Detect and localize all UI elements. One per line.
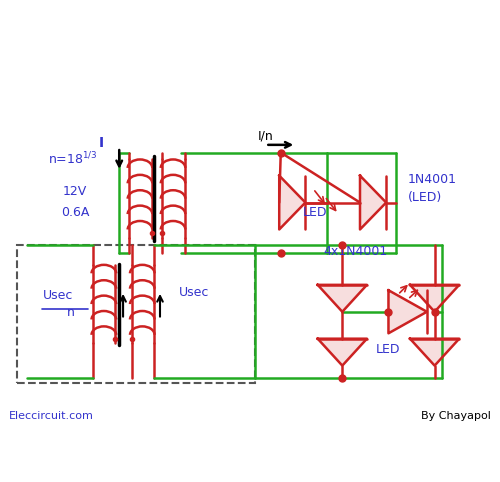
Polygon shape	[410, 339, 459, 366]
Text: n: n	[67, 307, 74, 320]
Text: Usec: Usec	[42, 289, 73, 302]
Text: (LED): (LED)	[408, 191, 442, 204]
Polygon shape	[318, 339, 367, 366]
Text: I: I	[99, 136, 104, 150]
Text: LED: LED	[303, 206, 328, 219]
Polygon shape	[318, 285, 367, 312]
Text: n=18$^{1/3}$: n=18$^{1/3}$	[48, 150, 98, 167]
Polygon shape	[410, 285, 459, 312]
Text: LED: LED	[376, 343, 400, 356]
Text: 12V: 12V	[63, 185, 88, 198]
Polygon shape	[388, 290, 427, 334]
Text: By Chayapol: By Chayapol	[421, 412, 491, 421]
Text: Usec: Usec	[178, 286, 209, 299]
Text: 0.6A: 0.6A	[62, 206, 90, 219]
Polygon shape	[360, 175, 386, 229]
Text: I/n: I/n	[258, 130, 274, 143]
Text: 1N4001: 1N4001	[408, 174, 457, 187]
Polygon shape	[279, 175, 305, 229]
Text: 4x1N4001: 4x1N4001	[324, 245, 388, 258]
Text: Eleccircuit.com: Eleccircuit.com	[9, 412, 94, 421]
